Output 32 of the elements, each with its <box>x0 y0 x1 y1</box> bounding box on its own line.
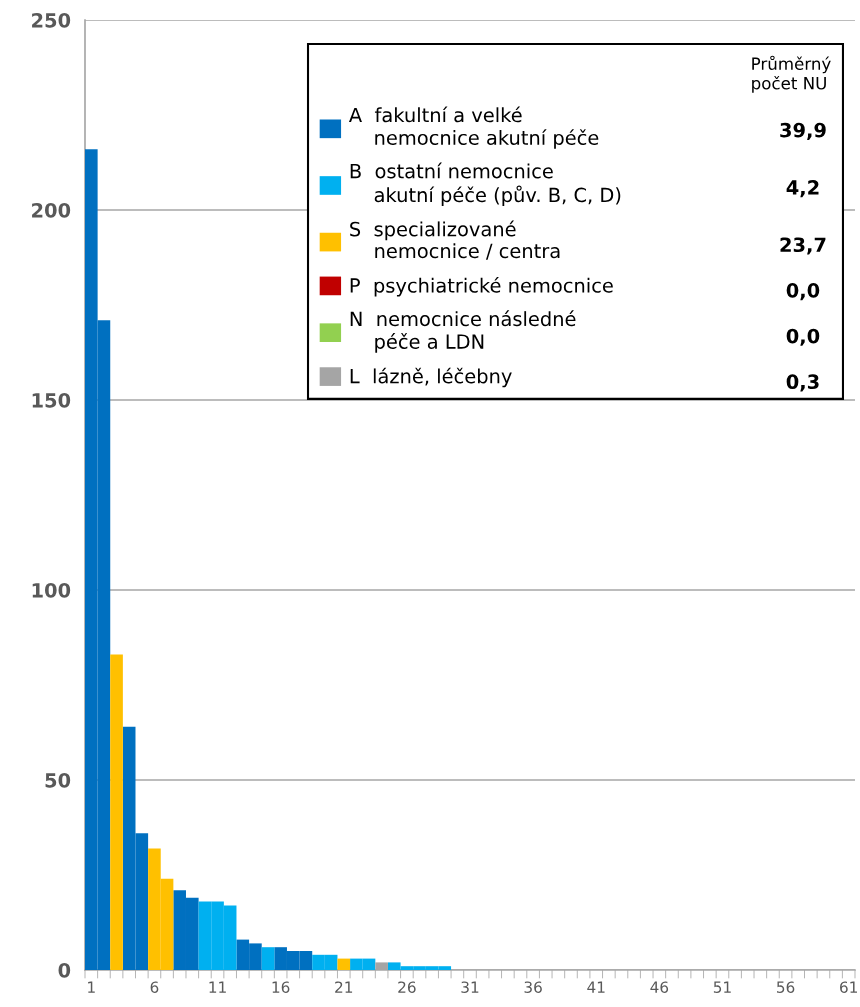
y-tick-label: 100 <box>32 582 71 598</box>
y-tick-label: 250 <box>32 12 71 28</box>
y-tick-label: 0 <box>58 962 71 978</box>
x-tick-label: 61 <box>840 981 857 993</box>
x-tick-label: 46 <box>650 981 669 993</box>
annotation: 39,9 <box>780 122 826 140</box>
y-tick-label: 200 <box>32 202 71 218</box>
x-tick-label: 21 <box>335 981 353 993</box>
legend-label: A fakultní a velké nemocnice akutní péče <box>349 106 599 149</box>
legend-label: P psychiatrické nemocnice <box>350 276 613 297</box>
annotation: 23,7 <box>780 237 826 255</box>
x-tick-label: 26 <box>398 981 416 993</box>
annotation: 0,0 <box>786 282 820 301</box>
y-tick-label: 50 <box>45 772 71 788</box>
y-tick-label: 150 <box>32 392 71 408</box>
x-tick-label: 31 <box>461 981 479 993</box>
annotation: 0,0 <box>786 328 820 346</box>
legend-label: S specializované nemocnice / centra <box>350 220 560 260</box>
x-tick-label: 51 <box>713 981 731 993</box>
x-tick-label: 1 <box>88 981 95 993</box>
annotation: 4,2 <box>786 180 819 198</box>
x-tick-label: 56 <box>777 981 795 993</box>
legend-title: Průměrný počet NU <box>752 55 831 93</box>
annotation: 0,3 <box>786 374 819 392</box>
x-tick-label: 6 <box>150 981 159 993</box>
legend-label: L lázně, léčebny <box>350 367 512 388</box>
x-tick-label: 11 <box>209 981 226 993</box>
x-tick-label: 41 <box>587 981 605 993</box>
x-tick-label: 16 <box>272 981 290 993</box>
x-tick-label: 36 <box>524 981 542 993</box>
legend-label: N nemocnice následné péče a LDN <box>350 310 576 353</box>
legend-label: B ostatní nemocnice akutní péče (pův. B, C, D) <box>350 162 621 207</box>
